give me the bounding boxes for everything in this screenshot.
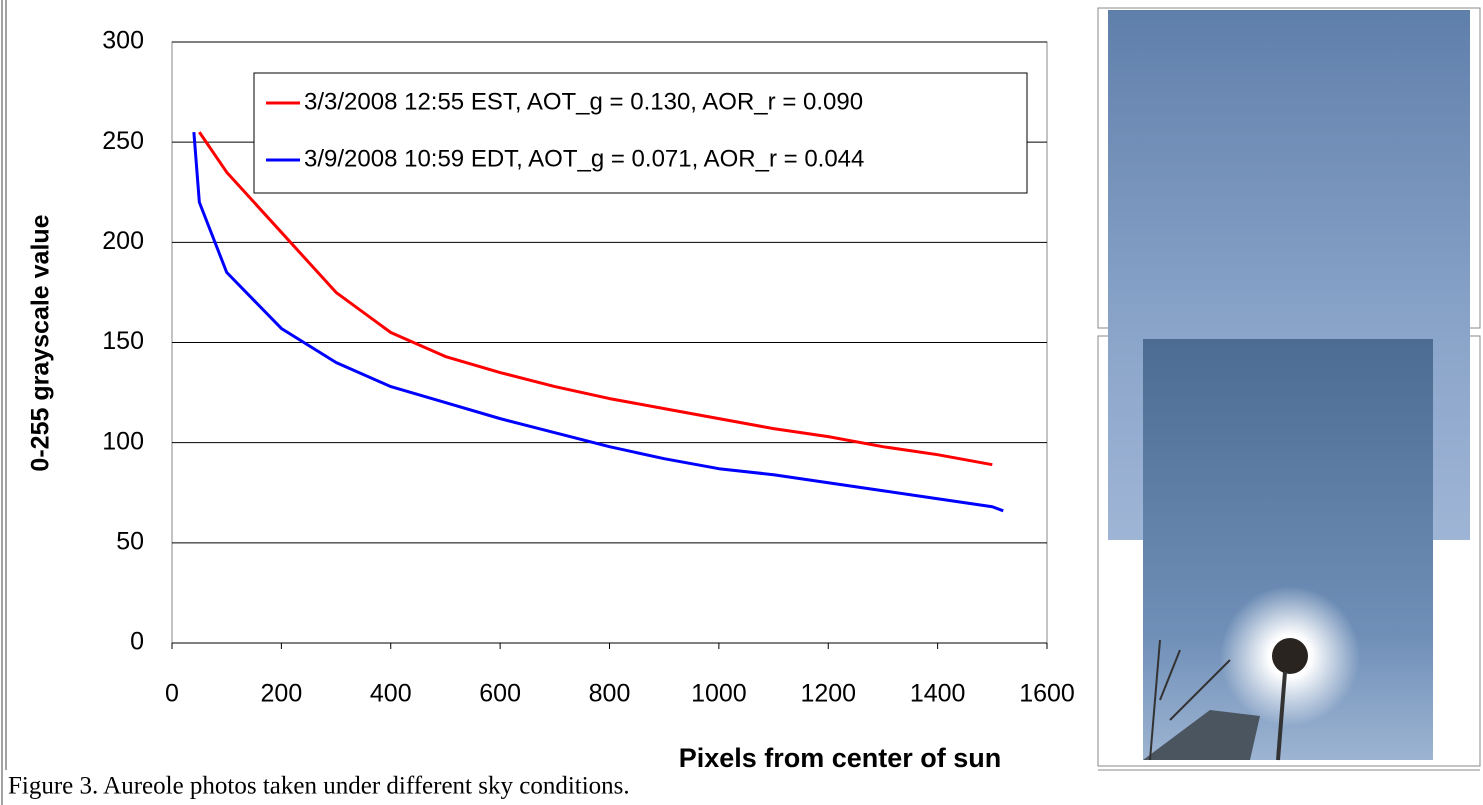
y-tick-label: 0 — [130, 628, 144, 656]
x-axis-label: Pixels from center of sun — [679, 743, 1002, 773]
y-tick-label: 100 — [102, 427, 144, 455]
branches — [1149, 639, 1231, 761]
y-tick-label: 200 — [102, 227, 144, 255]
caption: Figure 3. Aureole photos taken under dif… — [8, 773, 630, 800]
data-line — [198, 131, 993, 467]
pole — [1276, 671, 1287, 761]
legend-box — [253, 72, 1028, 194]
x-tick-label: 1200 — [800, 680, 856, 708]
y-axis-label: 0-255 grayscale value — [27, 214, 55, 471]
x-tick-label: 200 — [261, 680, 303, 708]
x-tick-label: 600 — [479, 680, 521, 708]
x-tick-label: 1400 — [910, 680, 966, 708]
x-tick-label: 1600 — [1019, 680, 1075, 708]
legend-label: 3/9/2008 10:59 EDT, AOT_g = 0.071, AOR_r… — [304, 145, 864, 172]
y-tick-label: 150 — [102, 327, 144, 355]
data-line — [192, 132, 1004, 513]
y-tick-label: 300 — [102, 27, 144, 55]
x-tick-label: 0 — [165, 680, 179, 708]
x-tick-label: 800 — [589, 680, 631, 708]
x-tick-label: 1000 — [691, 680, 747, 708]
legend-label: 3/3/2008 12:55 EST, AOT_g = 0.130, AOR_r… — [304, 88, 863, 115]
x-tick-label: 400 — [370, 680, 412, 708]
occulter — [1272, 638, 1308, 674]
y-tick-label: 50 — [116, 527, 144, 555]
y-tick-label: 250 — [102, 127, 144, 155]
roof — [1143, 710, 1260, 760]
